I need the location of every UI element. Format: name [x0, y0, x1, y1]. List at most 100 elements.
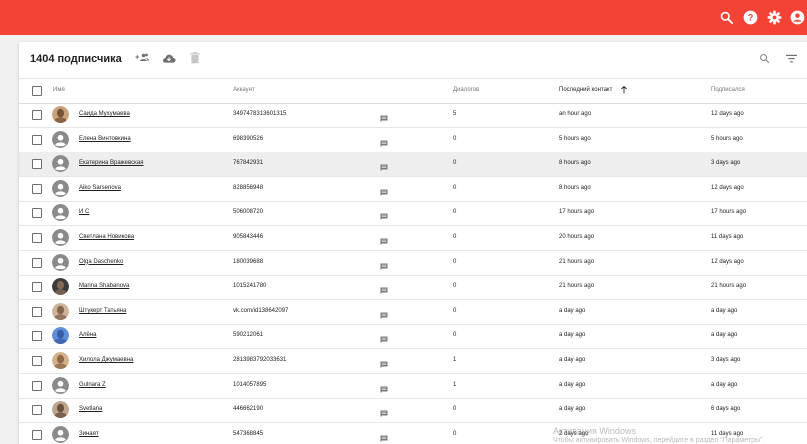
default-avatar-icon — [52, 204, 69, 222]
cloud-download-icon[interactable] — [162, 52, 176, 64]
message-icon[interactable] — [380, 430, 388, 442]
subscriber-name-link[interactable]: Aiko Sarsenova — [79, 184, 122, 191]
column-header-account[interactable]: Аккаунт — [233, 87, 255, 93]
sort-arrow-up-icon[interactable] — [621, 86, 627, 94]
account-id: 446662190 — [233, 406, 264, 413]
row-checkbox[interactable] — [32, 110, 42, 120]
table-row[interactable]: Зинаят 547368845 0 2 days ago 11 days ago — [19, 423, 807, 444]
help-icon[interactable]: ? — [743, 10, 758, 25]
message-icon[interactable] — [380, 208, 388, 221]
subscriber-name-link[interactable]: Светлана Новикова — [79, 234, 135, 240]
table-row[interactable]: Хилола Джумаевна 2813983792033631 1 a day a… — [19, 349, 807, 374]
subscriber-name-link[interactable]: Olga Daschenko — [79, 258, 124, 265]
account-icon[interactable] — [790, 10, 805, 25]
account-id: 2813983792033631 — [233, 357, 287, 363]
account-id: 590212061 — [233, 332, 264, 339]
avatar — [52, 352, 69, 369]
last-contact-time: 2 days ago — [559, 430, 589, 437]
avatar — [52, 278, 69, 296]
subscriber-name-link[interactable]: И С — [79, 209, 90, 216]
table-row[interactable]: Екатерина Вражевская 767842931 0 8 hours ag… — [19, 152, 807, 178]
default-avatar-icon — [52, 253, 69, 271]
subscribed-time: 5 hours ago — [711, 135, 743, 142]
message-icon[interactable] — [380, 331, 388, 344]
table-row[interactable]: Елена Винтовкина 698390526 0 5 hours ago 5 h… — [19, 128, 807, 153]
message-icon[interactable] — [380, 356, 388, 368]
row-checkbox[interactable] — [32, 257, 42, 268]
search-icon[interactable] — [719, 10, 734, 25]
table-row[interactable]: Алёна 590212061 0 a day ago a day ago — [19, 324, 807, 350]
subscriber-name-link[interactable]: Елена Винтовкина — [79, 135, 131, 142]
column-header-last-contact[interactable]: Последний контакт — [559, 87, 613, 93]
row-checkbox[interactable] — [32, 405, 42, 416]
subscriber-name-link[interactable]: Зинаят — [79, 430, 99, 437]
add-group-icon[interactable] — [135, 52, 149, 64]
table-row[interactable]: Штукерт Татьяна vk.com/id138642097 0 a day … — [19, 300, 807, 325]
default-avatar-icon — [52, 425, 69, 443]
dialogs-count: 0 — [453, 234, 457, 240]
dialogs-count: 0 — [453, 307, 457, 314]
row-checkbox[interactable] — [32, 233, 42, 243]
subscriber-name-link[interactable]: Gulnara Z — [79, 381, 106, 388]
row-checkbox[interactable] — [32, 134, 42, 145]
row-checkbox[interactable] — [32, 306, 42, 317]
message-icon[interactable] — [380, 307, 388, 319]
last-contact-time: a day ago — [559, 357, 586, 363]
subscriber-name-link[interactable]: Екатерина Вражевская — [79, 160, 144, 167]
row-checkbox[interactable] — [32, 208, 42, 219]
svg-text:?: ? — [748, 13, 754, 23]
last-contact-time: 8 hours ago — [559, 184, 591, 191]
subscriber-name-link[interactable]: Svetlana — [79, 406, 103, 413]
row-checkbox[interactable] — [32, 429, 42, 440]
table-row[interactable]: Marina Shabanova 1015241780 0 21 hours ago 2… — [19, 275, 807, 301]
message-icon[interactable] — [380, 159, 388, 172]
subscriber-name-link[interactable]: Саида Мухумаева — [79, 111, 130, 117]
dialogs-count: 0 — [453, 160, 457, 167]
filter-icon[interactable] — [786, 54, 797, 63]
message-icon[interactable] — [380, 184, 388, 196]
row-checkbox[interactable] — [32, 159, 42, 170]
table-row[interactable]: Светлана Новикова 905843446 0 20 hours ago 1… — [19, 226, 807, 251]
table-search-icon[interactable] — [759, 53, 770, 64]
message-icon[interactable] — [380, 381, 388, 393]
select-all-checkbox[interactable] — [32, 86, 42, 96]
account-id: 1014057895 — [233, 381, 267, 388]
table-row[interactable]: Svetlana 446662190 0 a day ago 6 days ago — [19, 398, 807, 424]
message-icon[interactable] — [380, 135, 388, 147]
row-checkbox[interactable] — [32, 356, 42, 366]
row-checkbox[interactable] — [32, 331, 42, 342]
dialogs-count: 0 — [453, 332, 457, 339]
dialogs-count: 0 — [453, 184, 457, 191]
subscriber-name-link[interactable]: Штукерт Татьяна — [79, 307, 127, 314]
dialogs-count: 5 — [453, 111, 457, 117]
subscriber-name-link[interactable]: Marina Shabanova — [79, 283, 130, 290]
table-row[interactable]: Olga Daschenko 180039688 0 21 hours ago 12 d… — [19, 251, 807, 276]
row-checkbox[interactable] — [32, 380, 42, 391]
account-id: 506008720 — [233, 209, 264, 216]
row-checkbox[interactable] — [32, 183, 42, 194]
message-icon[interactable] — [380, 282, 388, 295]
message-icon[interactable] — [380, 233, 388, 245]
delete-icon[interactable] — [190, 52, 200, 64]
message-icon[interactable] — [380, 258, 388, 270]
app-bar: ? — [0, 0, 807, 35]
message-icon[interactable] — [380, 405, 388, 418]
message-icon[interactable] — [380, 110, 388, 122]
subscribed-time: a day ago — [711, 307, 738, 314]
subscribed-time: a day ago — [711, 332, 738, 339]
column-header-dialogs[interactable]: Диалогов — [453, 87, 480, 93]
column-header-name[interactable]: Имя — [53, 87, 65, 93]
table-row[interactable]: И С 506008720 0 17 hours ago 17 hours ago — [19, 201, 807, 227]
table-row[interactable]: Aiko Sarsenova 828856948 0 8 hours ago 12 da… — [19, 177, 807, 202]
last-contact-time: 8 hours ago — [559, 160, 591, 167]
table-row[interactable]: Gulnara Z 1014057895 1 a day ago a day ago — [19, 374, 807, 399]
default-avatar-icon — [52, 155, 69, 173]
table-row[interactable]: Саида Мухумаева 3497478313601315 5 an hour … — [19, 103, 807, 128]
subscriber-name-link[interactable]: Алёна — [79, 332, 97, 339]
row-checkbox[interactable] — [32, 282, 42, 293]
avatar — [52, 302, 69, 320]
left-gutter — [0, 42, 12, 444]
subscriber-name-link[interactable]: Хилола Джумаевна — [79, 357, 134, 363]
gear-icon[interactable] — [767, 10, 782, 25]
column-header-subscribed[interactable]: Подписался — [711, 87, 745, 93]
